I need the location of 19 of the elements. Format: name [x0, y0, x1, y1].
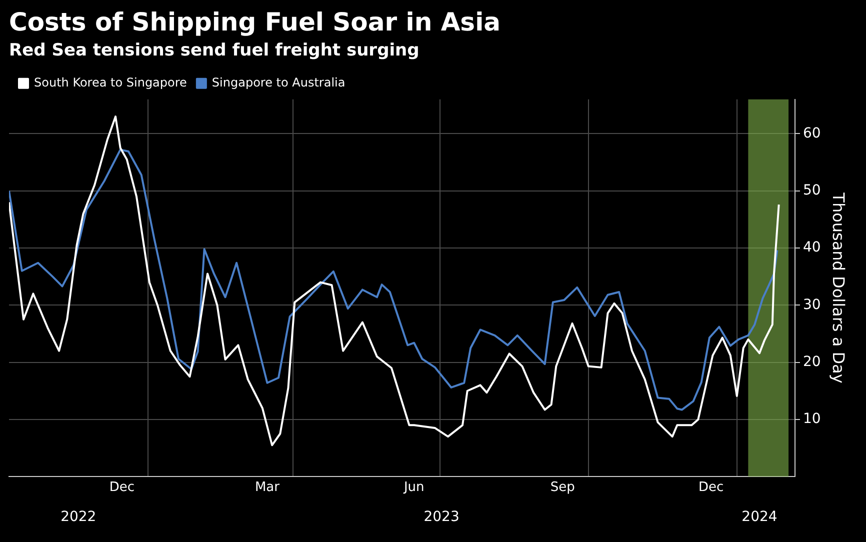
y-tick-label: 60 [802, 125, 821, 142]
x-tick-label: Dec [698, 480, 724, 495]
x2-tick-label: 2022 [60, 509, 96, 526]
x-tick-label: Sep [550, 480, 575, 495]
legend-label: South Korea to Singapore [34, 76, 187, 90]
x2-tick-label: 2023 [424, 509, 460, 526]
y-axis-title: Thousand Dollars a Day [829, 192, 848, 384]
x-tick-label: Jun [402, 480, 424, 495]
y-tick-label: 10 [802, 411, 821, 428]
x2-tick-label: 2024 [742, 509, 778, 526]
y-tick-label: 40 [802, 240, 821, 256]
chart-title: Costs of Shipping Fuel Soar in Asia [9, 8, 501, 36]
x-tick-label: Mar [254, 480, 280, 495]
chart-subtitle: Red Sea tensions send fuel freight surging [9, 40, 420, 61]
legend-label: Singapore to Australia [212, 76, 346, 90]
y-tick-label: 50 [802, 182, 821, 198]
y-tick-label: 20 [802, 354, 821, 370]
x-tick-label: Dec [109, 480, 135, 495]
y-tick-label: 30 [802, 296, 821, 313]
